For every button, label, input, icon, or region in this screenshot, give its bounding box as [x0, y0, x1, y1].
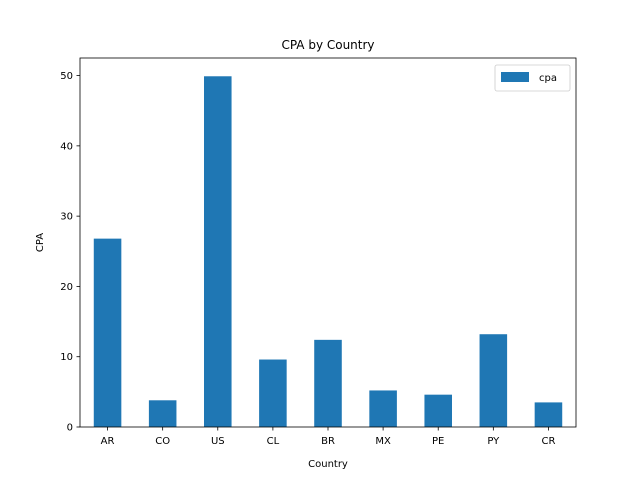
- legend-swatch: [501, 72, 529, 82]
- x-tick-label: MX: [375, 436, 391, 447]
- y-tick-label: 40: [60, 141, 73, 152]
- x-tick-label: US: [211, 436, 225, 447]
- x-tick-label: CO: [155, 436, 170, 447]
- y-tick-label: 10: [60, 352, 73, 363]
- y-tick-label: 30: [60, 212, 73, 223]
- x-tick-label: PY: [487, 436, 500, 447]
- x-tick-label: PE: [432, 436, 444, 447]
- bar-br: [314, 339, 342, 427]
- legend: cpa: [494, 64, 571, 92]
- bar-mx: [369, 390, 397, 427]
- legend-box: [494, 64, 571, 92]
- bar-pe: [424, 394, 452, 427]
- plot-frame: [79, 57, 577, 428]
- x-axis-ticks: AR CO US CL BR MX PE PY CR: [101, 427, 555, 447]
- y-tick-label: 50: [60, 71, 73, 82]
- bar-co: [148, 400, 177, 427]
- chart-title: CPA by Country: [281, 38, 374, 52]
- bars-group: [93, 76, 563, 427]
- x-tick-label: CR: [541, 436, 555, 447]
- y-axis-label: CPA: [35, 233, 46, 252]
- x-tick-label: BR: [321, 436, 335, 447]
- x-axis-label: Country: [308, 459, 348, 470]
- bar-ar: [93, 238, 122, 427]
- bar-py: [479, 334, 508, 427]
- y-tick-label: 20: [60, 282, 73, 293]
- legend-label: cpa: [539, 73, 557, 84]
- x-tick-label: AR: [101, 436, 115, 447]
- x-tick-label: CL: [267, 436, 280, 447]
- y-axis-ticks: 0 10 20 30 40 50: [60, 71, 80, 434]
- bar-us: [204, 76, 232, 427]
- bar-cl: [259, 359, 287, 427]
- bar-cr: [534, 402, 563, 427]
- y-tick-label: 0: [67, 423, 73, 434]
